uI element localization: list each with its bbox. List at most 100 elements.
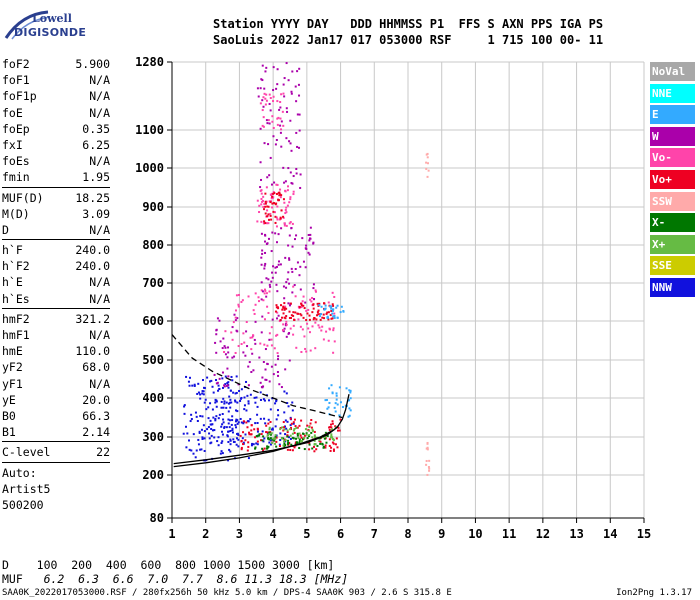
echo-point [279,117,282,120]
echo-point [296,113,299,116]
echo-point [428,459,431,462]
echo-point [276,100,279,103]
echo-point [282,323,285,326]
echo-point [285,323,288,326]
echo-point [325,330,328,333]
echo-point [264,289,267,292]
direction-legend: NoVal NNE E W Vo- Vo+ SSW X- X+ SSE NNW [650,62,695,300]
echo-point [285,392,288,395]
echo-point [258,433,261,436]
echo-point [245,321,248,324]
echo-point [272,192,275,195]
echo-point [182,432,185,435]
echo-point [286,431,289,434]
echo-point [289,142,292,145]
echo-point [427,466,430,469]
echo-point [261,79,264,82]
echo-point [271,197,274,200]
echo-point [251,336,254,339]
echo-point [282,444,285,447]
echo-point [246,394,249,397]
echo-point [210,427,213,430]
echo-point [264,222,267,225]
echo-point [235,391,238,394]
echo-point [268,338,271,341]
echo-point [268,438,271,441]
echo-point [207,426,210,429]
echo-point [219,340,222,343]
echo-point [256,421,259,424]
echo-point [330,307,333,310]
echo-point [227,418,230,421]
echo-point [324,304,327,307]
echo-point [198,430,201,433]
echo-point [209,423,212,426]
echo-point [274,221,277,224]
echo-point [188,439,191,442]
echo-point [214,417,217,420]
echo-point [250,371,253,374]
echo-point [264,200,267,203]
param-row: foF1 N/A [2,72,110,88]
echo-point [240,388,243,391]
echo-point [331,312,334,315]
logo-swoosh-icon [4,10,51,40]
echo-point [277,355,280,358]
echo-point [290,314,293,317]
echo-point [275,139,278,142]
echo-point [196,419,199,422]
echo-point [263,220,266,223]
echo-point [342,310,345,313]
echo-point [278,445,281,448]
echo-point [349,391,352,394]
echo-point [262,435,265,438]
echo-point [291,401,294,404]
echo-point [333,295,336,298]
x-tick-label: 8 [404,527,411,541]
echo-point [320,329,323,332]
y-tick-label: 200 [142,468,164,482]
echo-point [285,281,288,284]
echo-point [240,421,243,424]
echo-point [201,390,204,393]
echo-point [271,428,274,431]
echo-point [267,445,270,448]
echo-point [267,399,270,402]
echo-point [266,434,269,437]
echo-point [246,449,249,452]
echo-point [208,432,211,435]
echo-point [282,124,285,127]
echo-point [285,137,288,140]
echo-point [312,283,315,286]
echo-point [308,442,311,445]
param-value: 5.900 [75,57,110,71]
echo-point [313,450,316,453]
echo-point [271,441,274,444]
echo-point [282,92,285,95]
echo-point [298,113,301,116]
echo-point [275,334,278,337]
echo-point [303,434,306,437]
y-tick-label: 300 [142,430,164,444]
echo-point [227,459,230,462]
param-value: N/A [89,89,110,104]
y-tick-label: 800 [142,238,164,252]
echo-point [328,401,331,404]
param-key: foEp [2,121,30,136]
echo-point [274,143,277,146]
echo-point [282,216,285,219]
echo-point [308,239,311,242]
echo-point [305,319,308,322]
echo-point [313,439,316,442]
echo-point [207,417,210,420]
echo-point [290,443,293,446]
echo-point [284,444,287,447]
echo-point [235,329,238,332]
echo-point [304,266,307,269]
param-row: h`Es N/A [2,291,110,307]
echo-point [229,429,232,432]
echo-point [276,371,279,374]
echo-point [282,329,285,332]
param-separator [2,307,110,309]
echo-point [236,432,239,435]
